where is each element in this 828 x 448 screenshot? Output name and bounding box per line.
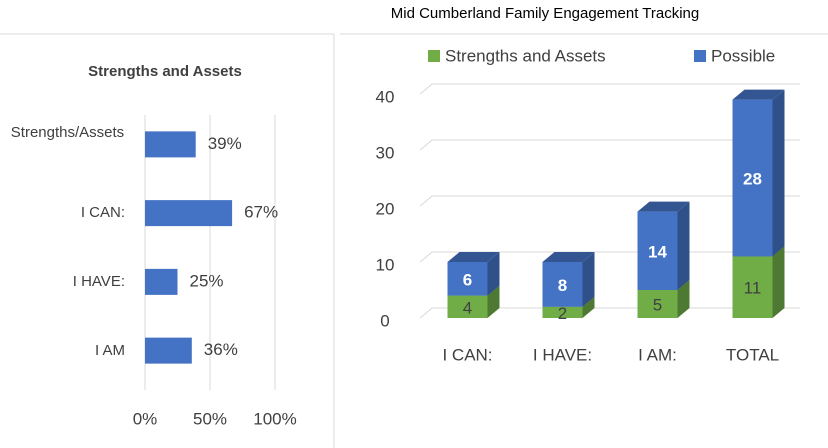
x-tick-label: TOTAL	[726, 345, 779, 364]
bar-side	[487, 285, 500, 318]
bar-front	[732, 256, 773, 318]
bar-side	[772, 246, 785, 318]
bar-top	[542, 252, 595, 262]
chart-title: Mid Cumberland Family Engagement Trackin…	[390, 5, 700, 22]
bar-segment	[542, 252, 595, 307]
value-label: 28	[743, 169, 762, 188]
y-tick-label: 10	[376, 255, 395, 274]
x-tick-label: 0%	[133, 409, 158, 428]
bar-front	[637, 211, 678, 290]
bar-side	[772, 89, 785, 257]
y-tick-label: Strengths/Assets	[10, 124, 125, 142]
bar-segment	[732, 89, 785, 257]
y-tick-label: 30	[376, 143, 395, 162]
bar-front	[447, 295, 488, 318]
y-tick-label: 0	[380, 311, 389, 330]
bar-side	[677, 280, 690, 318]
value-label: 39%	[208, 134, 242, 153]
value-label: 67%	[244, 203, 278, 222]
value-label: 25%	[190, 271, 224, 290]
x-tick-label: I CAN:	[442, 345, 492, 364]
legend-swatch	[428, 50, 440, 62]
y-tick-label: 20	[376, 199, 395, 218]
legend-label: Strengths and Assets	[445, 46, 606, 65]
x-tick-label: I HAVE:	[533, 345, 592, 364]
value-label: 14	[648, 242, 667, 261]
bar	[145, 131, 196, 158]
bar-top	[732, 89, 785, 100]
y-tick-label: I CAN:	[80, 204, 125, 222]
chart-title: Strengths and Assets	[88, 63, 242, 80]
y-tick-label: I HAVE:	[72, 272, 125, 290]
value-label: 2	[558, 304, 567, 323]
bar-front	[732, 99, 773, 257]
value-label: 6	[463, 270, 472, 289]
bar	[145, 337, 192, 364]
bar-side	[582, 252, 595, 307]
x-tick-label: 50%	[193, 409, 227, 428]
legend-swatch	[694, 50, 706, 62]
bar-front	[637, 290, 678, 318]
y-tick-label: I AM	[94, 341, 125, 359]
value-label: 36%	[204, 340, 238, 359]
grid-line	[419, 139, 800, 151]
value-label: 4	[463, 298, 472, 317]
bar-side	[677, 201, 690, 290]
x-tick-label: I AM:	[638, 345, 677, 364]
bar-segment	[447, 252, 500, 296]
bar-front	[447, 262, 488, 296]
bar-side	[582, 296, 595, 318]
bar-front	[542, 262, 583, 307]
legend-backdrop	[380, 43, 820, 71]
bar-top	[637, 201, 690, 212]
bar-top	[447, 252, 500, 262]
bar	[145, 268, 178, 295]
x-tick-label: 100%	[253, 409, 296, 428]
bar	[145, 200, 233, 227]
value-label: 8	[558, 276, 567, 295]
bar-side	[487, 252, 500, 296]
bar-front	[542, 306, 583, 318]
y-tick-label: 40	[376, 87, 395, 106]
grid-line	[419, 83, 800, 95]
bar-segment	[637, 201, 690, 290]
value-label: 5	[653, 295, 662, 314]
value-label: 11	[744, 279, 762, 298]
grid-line	[419, 195, 800, 207]
legend-label: Possible	[711, 46, 775, 65]
